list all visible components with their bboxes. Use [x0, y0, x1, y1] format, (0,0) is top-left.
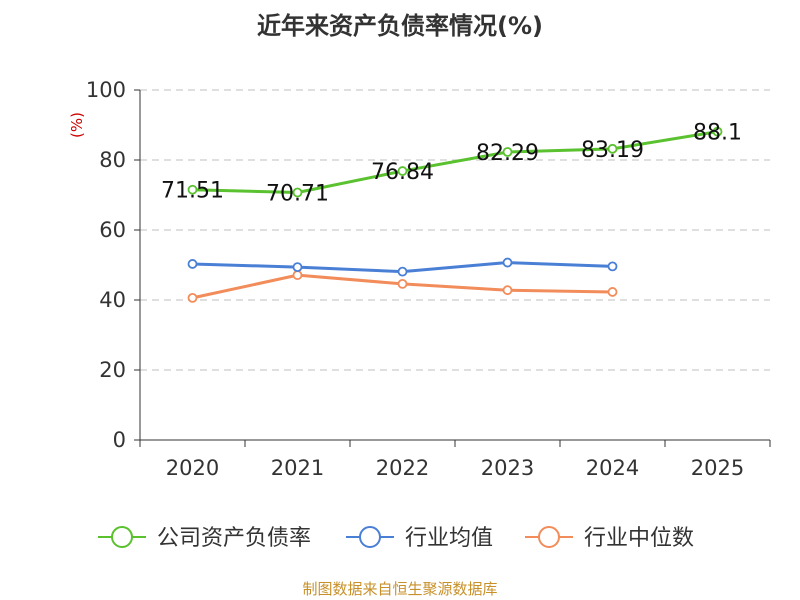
data-point: [292, 270, 303, 281]
legend-item: 行业中位数: [525, 526, 694, 551]
data-label-layer: 71.51 70.71 76.84 82.29 83.19 88.1: [161, 121, 742, 207]
data-point: [397, 166, 408, 176]
data-point: [187, 292, 198, 303]
series-2: [187, 270, 618, 303]
axis-layer: 0 20 40 60 80 100 2020 2021 2022 2023 2024 2025: [86, 78, 771, 480]
grid-layer: [140, 89, 770, 371]
y-tick-label: 80: [99, 148, 126, 172]
y-tick-label: 100: [86, 78, 126, 102]
series-0: [187, 126, 723, 198]
data-point: [397, 278, 408, 289]
data-point: [502, 257, 513, 268]
series-layer: [187, 126, 723, 303]
x-tick-label: 2024: [586, 456, 639, 480]
legend-label: 行业中位数: [584, 526, 694, 551]
data-point: [607, 143, 618, 154]
data-label: 82.29: [476, 141, 539, 166]
x-tick-label: 2025: [691, 456, 744, 480]
chart-title: 近年来资产负债率情况(%): [257, 12, 543, 40]
x-tick-label: 2021: [271, 456, 324, 480]
legend: 公司资产负债率 行业均值 行业中位数: [98, 526, 694, 551]
legend-marker: [538, 526, 560, 548]
legend-marker: [359, 526, 381, 548]
y-tick-label: 40: [99, 288, 126, 312]
source-note: 制图数据来自恒生聚源数据库: [302, 580, 497, 598]
legend-item: 行业均值: [346, 526, 493, 551]
series-line: [192, 130, 718, 195]
data-point: [397, 266, 408, 277]
data-label: 83.19: [581, 138, 644, 163]
y-axis-unit-label: (%): [68, 112, 86, 138]
data-point: [502, 147, 513, 157]
x-tick-label: 2023: [481, 456, 534, 480]
data-label: 70.71: [266, 182, 329, 207]
data-point: [607, 287, 618, 297]
legend-item: 公司资产负债率: [98, 526, 311, 551]
y-tick-label: 60: [99, 218, 126, 242]
y-tick-label: 0: [113, 428, 126, 452]
data-point: [502, 285, 513, 296]
data-point: [187, 184, 198, 195]
legend-label: 行业均值: [405, 526, 493, 551]
y-tick-label: 20: [99, 358, 126, 382]
data-point: [607, 261, 618, 272]
legend-label: 公司资产负债率: [157, 526, 311, 551]
data-point: [712, 126, 723, 137]
data-point: [292, 262, 303, 273]
data-label: 76.84: [371, 160, 434, 185]
data-label: 71.51: [161, 179, 224, 204]
data-label: 88.1: [693, 121, 742, 146]
data-point: [292, 187, 303, 198]
x-tick-label: 2020: [166, 456, 219, 480]
series-1: [187, 257, 618, 277]
legend-marker: [111, 526, 133, 548]
x-tick-label: 2022: [376, 456, 429, 480]
data-point: [187, 259, 198, 269]
